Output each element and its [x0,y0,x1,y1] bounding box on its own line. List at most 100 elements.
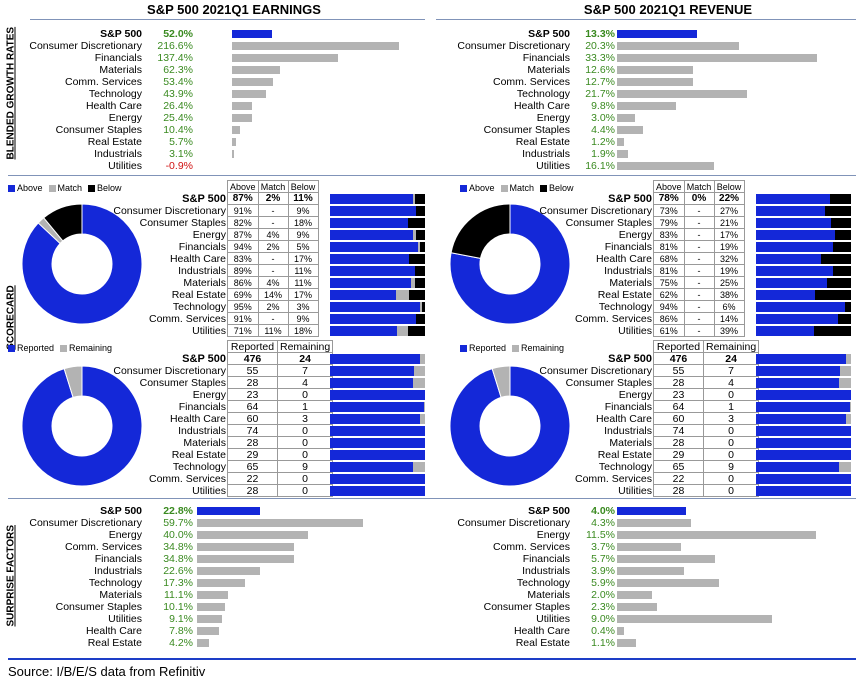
revenue_reported-segment [840,366,851,376]
earnings_surprise-value-label: 10.1% [163,601,193,613]
earnings_surprise-bar [197,543,294,551]
revenue_scorecard-segment [756,290,815,300]
revenue_reported-row: 28 0 [653,484,760,497]
revenue_surprise-bar [617,615,773,623]
earnings_surprise-category-label: Materials [99,589,142,601]
revenue_growth-value-label: 16.1% [585,160,615,172]
earnings_surprise-category-label: Real Estate [87,637,142,649]
revenue_surprise-category-label: Utilities [536,613,570,625]
revenue_surprise-category-label: Technology [516,577,570,589]
revenue_scorecard-stacked-bar [756,194,851,204]
revenue_surprise-category-label: Comm. Services [492,541,570,553]
revenue_scorecard-cell: 86% [653,312,685,325]
legend-abm-earnings-swatch [48,185,56,193]
earnings_scorecard-cell: 9% [287,204,319,217]
revenue_surprise-category-label: Consumer Discretionary [457,517,570,529]
earnings_scorecard-stacked-bar [330,206,425,216]
earnings_scorecard-segment [330,242,419,252]
earnings_abm_donut-slice [21,203,143,325]
earnings_reported-category-label: Comm. Services [148,473,226,485]
earnings_reported-stacked-bar [330,414,425,424]
section-label-surprise: SURPRISE FACTORS [5,525,17,627]
revenue_scorecard-segment [831,218,851,228]
revenue_scorecard-stacked-bar [756,254,851,264]
revenue_scorecard-cell: 32% [713,252,745,265]
earnings_scorecard-segment [408,254,425,264]
earnings_growth-value-label: 53.4% [163,76,193,88]
revenue_reported-cell: 0 [702,448,760,461]
earnings_reported-category-label: Utilities [192,485,226,497]
revenue_reported-segment [756,438,851,448]
legend-rr-earnings: Reported Remaining [8,343,112,353]
revenue_rr_donut-slice [491,365,511,398]
earnings_scorecard-cell: 17% [287,288,319,301]
revenue_scorecard-row: 61% -39% [653,324,745,337]
earnings_scorecard-cell: - [257,264,289,277]
revenue-title: S&P 500 2021Q1 REVENUE [583,2,753,17]
revenue_growth-value-label: 13.3% [585,28,615,40]
revenue_growth-bar [617,114,635,122]
earnings_growth-bar [232,78,274,86]
revenue_surprise-bar [617,543,681,551]
earnings_scorecard-stacked-bar [330,278,425,288]
revenue_reported-cell: 28 [653,436,704,449]
earnings_surprise-bar [197,507,261,515]
earnings_scorecard-segment [416,314,425,324]
revenue_surprise-bar [617,627,624,635]
revenue_scorecard-stacked-bar [756,290,851,300]
revenue_surprise-category-label: Materials [527,589,570,601]
revenue_reported-cell: 4 [702,376,760,389]
revenue_scorecard-cell: - [683,204,715,217]
earnings_reported-row: 28 0 [227,484,334,497]
revenue_scorecard-stacked-bar [756,206,851,216]
revenue_reported-stacked-bar [756,438,851,448]
revenue_scorecard-stacked-bar [756,314,851,324]
section-label-growth: BLENDED GROWTH RATES [5,26,17,160]
earnings_scorecard-segment [420,242,425,252]
revenue_scorecard-row: 83% -17% [653,228,745,241]
revenue_scorecard-cell: 19% [713,264,745,277]
revenue_scorecard-category-label: Comm. Services [574,313,652,325]
revenue_scorecard-cell: 6% [713,300,745,313]
earnings_scorecard-category-label: Real Estate [171,289,226,301]
revenue_scorecard-category-label: Industrials [604,265,652,277]
revenue_growth-category-label: Real Estate [515,136,570,148]
earnings_reported-stacked-bar [330,378,425,388]
earnings_growth-value-label: 216.6% [157,40,193,52]
revenue_reported-row: 22 0 [653,472,760,485]
earnings_reported-cell: 0 [276,424,334,437]
legend-abm-revenue-text: Above [469,183,495,193]
earnings_scorecard-cell: 9% [287,312,319,325]
earnings_growth-bar [232,114,252,122]
revenue_scorecard-segment [756,314,838,324]
revenue_scorecard-cell: 62% [653,288,685,301]
revenue_growth-category-label: Utilities [536,160,570,172]
earnings_reported-cell: 29 [227,448,278,461]
earnings_reported-stacked-bar [330,438,425,448]
revenue_reported-cell: 1 [702,400,760,413]
revenue_reported-cell: 0 [702,436,760,449]
earnings_reported-cell: 28 [227,436,278,449]
revenue_reported-cell: 60 [653,412,704,425]
earnings_surprise-category-label: Comm. Services [64,541,142,553]
revenue_growth-category-label: Industrials [522,148,570,160]
legend-abm-revenue-text: Below [549,183,574,193]
earnings_reported-cell: 65 [227,460,278,473]
revenue_surprise-value-label: 2.0% [591,589,615,601]
earnings_reported-row: 65 9 [227,460,334,473]
legend-abm-earnings: Above Match Below [8,183,122,193]
revenue_scorecard-stacked-bar [756,326,851,336]
revenue_surprise-category-label: Consumer Staples [483,601,570,613]
revenue_scorecard-cell: 38% [713,288,745,301]
revenue_scorecard-cell: 27% [713,204,745,217]
revenue_reported-cell: 24 [702,352,760,365]
revenue_surprise-category-label: Real Estate [515,637,570,649]
revenue_reported-segment [756,486,851,496]
legend-rr-earnings-swatch [60,345,68,353]
earnings_reported-row: 23 0 [227,388,334,401]
earnings_reported-header-row: Reported Remaining [227,340,334,353]
earnings_reported-stacked-bar [330,402,425,412]
earnings_growth-value-label: 3.1% [169,148,193,160]
revenue_surprise-value-label: 4.3% [591,517,615,529]
divider-bottom [8,658,856,660]
